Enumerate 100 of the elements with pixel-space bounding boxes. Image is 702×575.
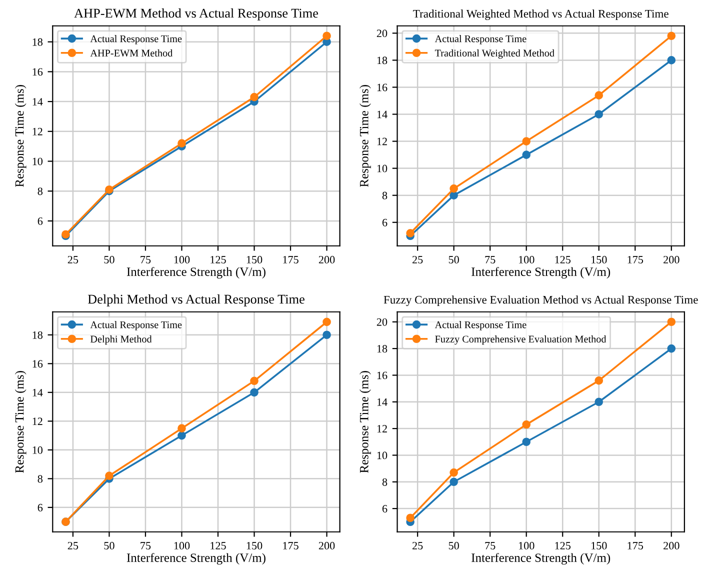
point	[406, 229, 414, 238]
x-tick-label: 175	[283, 256, 298, 264]
x-tick-label: 200	[318, 256, 335, 264]
y-tick-label: 14	[377, 110, 388, 118]
point	[450, 468, 458, 477]
x-tick-label: 75	[485, 542, 496, 550]
point	[450, 478, 458, 486]
y-tick-label: 8	[382, 478, 388, 486]
x-tick-label: 50	[104, 256, 114, 264]
x-tick-label: 50	[448, 542, 459, 550]
x-tick-label: 100	[174, 256, 190, 264]
y-tick-label: 20	[376, 30, 388, 38]
point	[450, 184, 458, 193]
point	[178, 424, 186, 433]
x-tick-label: 150	[246, 256, 262, 264]
x-tick-label: 75	[140, 256, 151, 264]
point	[105, 472, 114, 480]
y-tick-label: 14	[32, 98, 43, 106]
x-axis-title: Interference Strength (V/m)	[126, 267, 266, 279]
y-tick-label: 18	[32, 331, 43, 339]
chart-title: Fuzzy Comprehensive Evaluation Method vs Actual Response Time	[384, 296, 698, 306]
y-tick-label: 18	[377, 345, 388, 353]
x-tick-label: 50	[448, 256, 459, 264]
x-axis-title: Interference Strength (V/m)	[472, 267, 610, 279]
x-tick-label: 100	[174, 542, 190, 550]
y-tick-label: 16	[32, 360, 43, 368]
x-tick-label: 175	[628, 542, 644, 550]
legend-label: Fuzzy Comprehensive Evaluation Method	[435, 335, 606, 345]
x-axis-title: Interference Strength (V/m)	[472, 553, 610, 565]
point	[450, 191, 458, 200]
point	[594, 110, 604, 118]
x-tick-label: 25	[68, 542, 78, 550]
y-tick-label: 8	[38, 475, 43, 483]
x-tick-label: 200	[318, 542, 335, 550]
y-axis-title: Response Time (ms)	[14, 371, 26, 473]
y-tick-label: 10	[377, 164, 388, 172]
y-tick-label: 10	[32, 158, 43, 166]
y-tick-label: 12	[377, 138, 387, 146]
point	[522, 420, 531, 429]
legend-label: Actual Response Time	[90, 321, 182, 330]
x-tick-label: 200	[664, 542, 680, 550]
x-axis-title: Interference Strength (V/m)	[126, 553, 266, 565]
y-tick-label: 14	[377, 398, 388, 406]
y-tick-label: 18	[377, 56, 388, 64]
y-axis-title: Response Time (ms)	[360, 371, 371, 473]
point	[522, 150, 531, 159]
chart-title: AHP-EWM Method vs Actual Response Time	[74, 8, 318, 20]
y-axis-title: Response Time (ms)	[360, 85, 371, 187]
point	[322, 318, 331, 326]
x-tick-label: 75	[485, 256, 496, 264]
point	[522, 137, 531, 146]
y-tick-label: 6	[382, 505, 388, 513]
y-tick-label: 14	[32, 388, 43, 396]
point	[178, 431, 186, 440]
x-tick-label: 75	[140, 542, 151, 550]
legend-label: Actual Response Time	[90, 35, 182, 44]
chart-title: Traditional Weighted Method vs Actual Response Time	[413, 10, 668, 20]
y-tick-label: 8	[382, 192, 388, 200]
point	[406, 514, 414, 522]
x-tick-label: 25	[412, 256, 423, 264]
x-tick-label: 100	[519, 542, 534, 550]
y-tick-label: 10	[32, 446, 43, 454]
point	[667, 344, 676, 353]
y-tick-label: 12	[377, 425, 387, 432]
legend-label: Actual Response Time	[434, 35, 526, 44]
x-tick-label: 175	[283, 542, 298, 550]
x-tick-label: 150	[592, 256, 607, 264]
point	[667, 56, 676, 64]
point	[594, 398, 604, 406]
x-tick-label: 150	[592, 542, 607, 550]
x-tick-label: 100	[519, 256, 534, 264]
chart-title: Delphi Method vs Actual Response Time	[88, 294, 304, 306]
y-tick-label: 10	[377, 452, 388, 460]
x-tick-label: 150	[246, 542, 262, 550]
point	[522, 438, 531, 446]
y-tick-label: 6	[38, 217, 43, 225]
point	[250, 388, 258, 397]
y-tick-label: 20	[376, 318, 388, 326]
x-tick-label: 125	[555, 542, 571, 550]
point	[322, 32, 331, 40]
legend-label: AHP-EWM Method	[90, 49, 173, 57]
x-tick-label: 125	[555, 256, 571, 264]
x-tick-label: 125	[210, 542, 226, 550]
y-axis-title: Response Time (ms)	[14, 85, 26, 187]
legend-label: Delphi Method	[90, 335, 152, 345]
point	[594, 91, 604, 100]
y-tick-label: 12	[32, 418, 42, 426]
x-tick-label: 50	[104, 542, 114, 550]
point	[250, 92, 258, 102]
y-tick-label: 12	[32, 128, 42, 136]
point	[594, 376, 604, 385]
x-tick-label: 175	[628, 256, 644, 264]
y-tick-label: 16	[377, 372, 388, 380]
x-tick-label: 25	[68, 256, 78, 264]
y-tick-label: 8	[38, 188, 43, 196]
point	[667, 32, 676, 40]
x-tick-label: 125	[210, 256, 226, 264]
y-tick-label: 16	[32, 68, 43, 76]
point	[178, 139, 186, 148]
point	[322, 330, 331, 340]
